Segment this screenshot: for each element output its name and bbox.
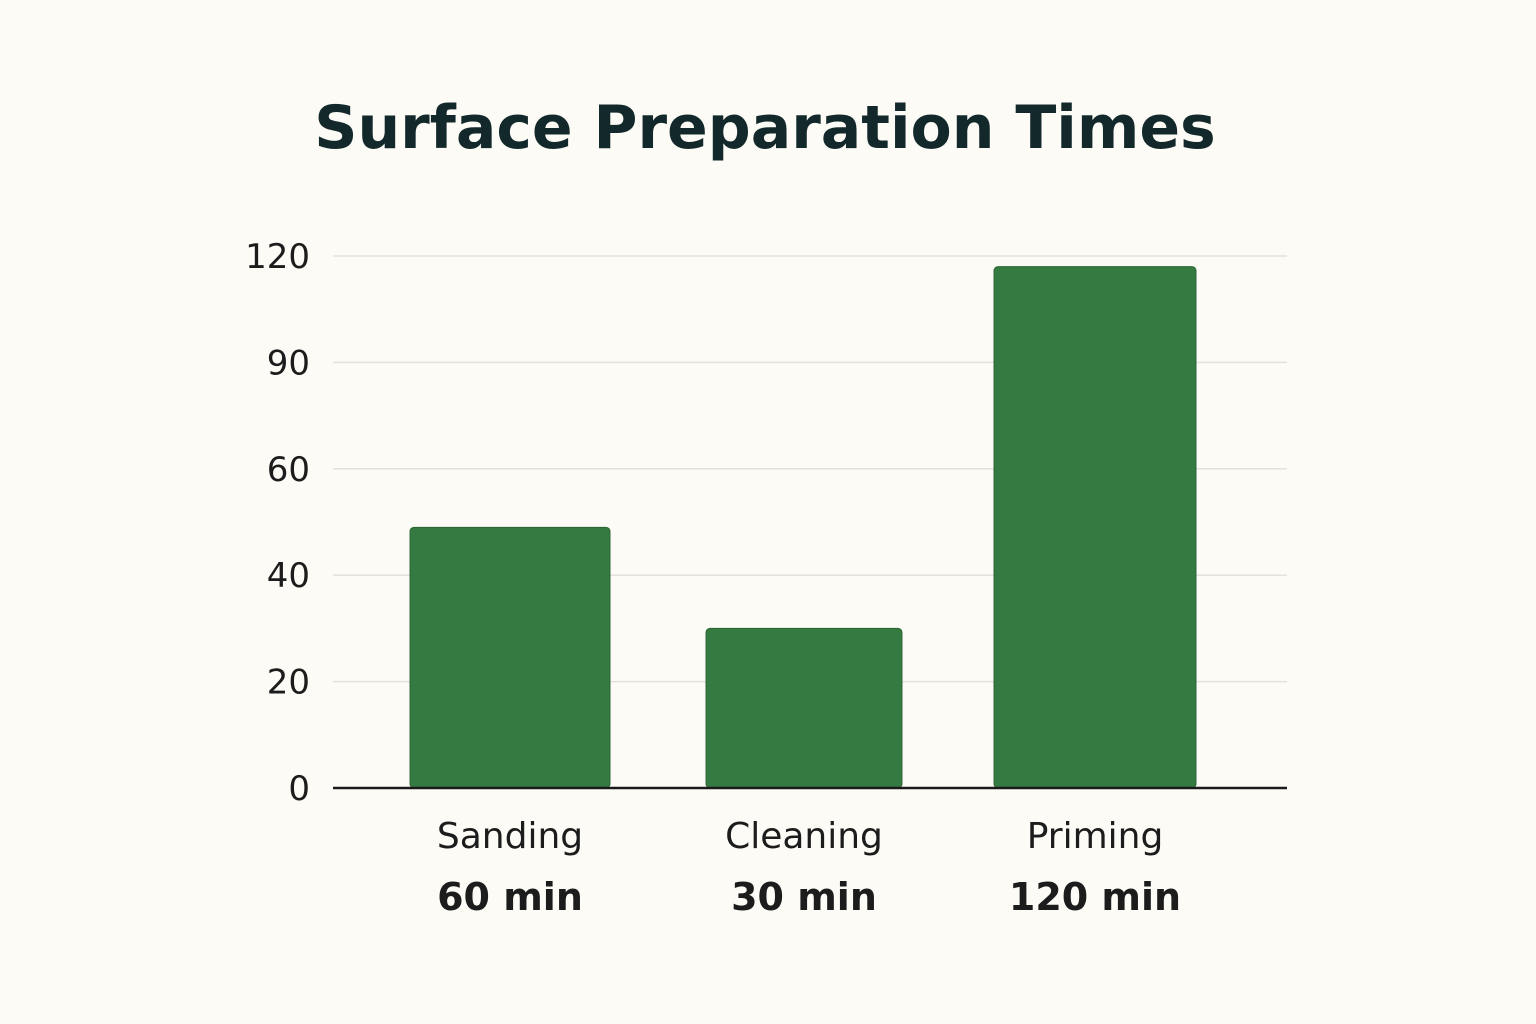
value-label: 120 min [1009,875,1181,919]
y-tick-label: 90 [267,343,310,383]
value-label: 60 min [437,875,583,919]
bars [409,266,1197,789]
y-tick-label: 120 [245,237,310,277]
value-label: 30 min [731,875,877,919]
y-tick-label: 0 [288,769,310,809]
y-tick-label: 40 [267,556,310,596]
category-label: Sanding [437,816,583,857]
value-labels: 60 min 30 min 120 min [437,875,1181,919]
y-tick-label: 60 [267,450,310,490]
category-label: Cleaning [725,816,883,857]
y-tick-label: 20 [267,663,310,703]
y-axis-tick-labels: 0 20 40 60 90 120 [245,237,310,809]
category-labels: Sanding Cleaning Priming [437,816,1163,857]
category-label: Priming [1027,816,1164,857]
bar-cleaning [705,627,903,789]
chart-title: Surface Preparation Times [314,93,1216,163]
bar-priming [993,266,1197,789]
bar-sanding [409,526,611,789]
